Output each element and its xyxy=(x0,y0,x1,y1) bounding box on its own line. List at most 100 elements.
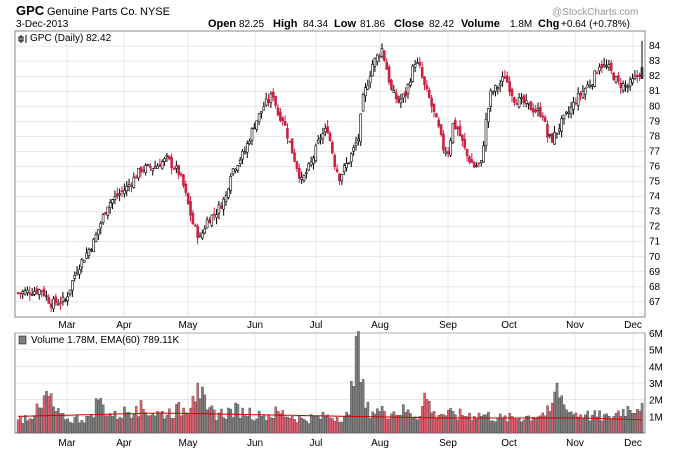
volume-bar xyxy=(106,415,110,434)
candle-body xyxy=(262,106,266,111)
candle-body xyxy=(638,74,641,78)
candle-body xyxy=(248,141,251,144)
candle-body xyxy=(588,84,592,88)
volume-bar xyxy=(581,417,585,434)
volume-bar xyxy=(21,423,25,434)
volume-bar xyxy=(47,396,51,434)
volume-bar xyxy=(187,413,190,434)
volume-bar xyxy=(54,411,58,434)
volume-bar xyxy=(198,398,202,434)
candle-body xyxy=(37,289,41,295)
volume-bar xyxy=(246,416,249,434)
candle-body xyxy=(87,249,91,257)
candle-body xyxy=(411,65,415,82)
candle-body xyxy=(357,138,360,141)
volume-bar xyxy=(85,416,88,434)
close-value: 82.42 xyxy=(429,19,454,30)
candle-body xyxy=(267,99,270,103)
volume-bar xyxy=(333,421,337,434)
candle-body xyxy=(536,108,540,111)
volume-bar xyxy=(638,410,641,434)
candle-body xyxy=(130,185,133,187)
candle-body xyxy=(453,120,457,129)
candle-body xyxy=(435,113,438,118)
volume-bar xyxy=(510,416,514,434)
volume-label: Volume xyxy=(461,18,500,30)
volume-bar xyxy=(231,417,235,434)
volume-bar xyxy=(153,415,157,434)
volume-bar xyxy=(23,415,27,434)
volume-bar xyxy=(19,416,22,434)
volume-bar xyxy=(560,395,563,434)
volume-bar xyxy=(418,416,422,434)
candle-body xyxy=(59,302,62,304)
candle-body xyxy=(323,128,327,133)
candle-body xyxy=(134,176,138,179)
volume-bar xyxy=(567,412,571,434)
candle-body xyxy=(366,84,370,90)
candle-body xyxy=(562,114,566,120)
candle-body xyxy=(418,62,422,66)
volume-bar xyxy=(371,411,374,434)
price-tick-label: 67 xyxy=(649,297,661,308)
candle-body xyxy=(567,111,571,114)
volume-bar xyxy=(425,399,429,434)
volume-bar xyxy=(87,416,91,434)
month-label: Jul xyxy=(310,320,323,331)
volume-bar xyxy=(196,382,199,434)
price-tick-label: 73 xyxy=(649,207,661,218)
candle-body xyxy=(163,158,166,162)
month-label: Sep xyxy=(439,438,457,449)
volume-bar xyxy=(236,404,240,434)
close-label: Close xyxy=(394,18,424,30)
candle-body xyxy=(333,154,337,167)
volume-bar xyxy=(617,410,620,434)
volume-bar xyxy=(369,418,372,434)
volume-bar xyxy=(210,405,214,434)
volume-bar xyxy=(234,402,237,434)
candle-body xyxy=(513,97,516,103)
price-tick-label: 68 xyxy=(649,282,661,293)
candle-body xyxy=(397,96,400,103)
candle-body xyxy=(279,111,282,121)
candle-body xyxy=(82,259,86,263)
volume-bar xyxy=(123,406,126,434)
candle-body xyxy=(338,173,341,182)
candle-body xyxy=(68,289,72,295)
volume-bar xyxy=(577,416,580,434)
candle-body xyxy=(241,151,244,160)
candle-body xyxy=(167,155,171,160)
volume-bar xyxy=(449,408,452,434)
volume-bar xyxy=(525,416,528,434)
volume-bar xyxy=(66,418,69,434)
volume-bar xyxy=(78,422,81,434)
volume-bar xyxy=(267,415,270,434)
volume-bar xyxy=(189,407,192,434)
month-label: Apr xyxy=(116,320,132,331)
candle-body xyxy=(264,98,268,106)
volume-bar xyxy=(558,397,561,434)
candle-body xyxy=(399,98,403,104)
volume-bar xyxy=(506,421,509,434)
volume-bar xyxy=(553,391,556,434)
candle-body xyxy=(160,161,164,169)
candle-body xyxy=(66,296,69,301)
volume-bar xyxy=(392,411,396,434)
volume-bar xyxy=(435,418,438,434)
candle-body xyxy=(531,108,535,113)
candle-body xyxy=(184,183,188,193)
volume-bar xyxy=(144,412,147,434)
volume-bar xyxy=(229,408,233,434)
volume-bar xyxy=(555,382,559,434)
candle-body xyxy=(115,193,119,197)
volume-bar xyxy=(283,416,287,434)
volume-bar xyxy=(447,410,450,434)
volume-bar xyxy=(49,393,53,434)
volume-bar xyxy=(64,419,67,434)
volume-bar xyxy=(61,413,65,434)
company-name: Genuine Parts Co. xyxy=(47,6,138,18)
volume-bar xyxy=(243,415,247,434)
volume-bar xyxy=(227,407,230,434)
volume-bar xyxy=(569,411,573,434)
candle-body xyxy=(543,116,547,122)
